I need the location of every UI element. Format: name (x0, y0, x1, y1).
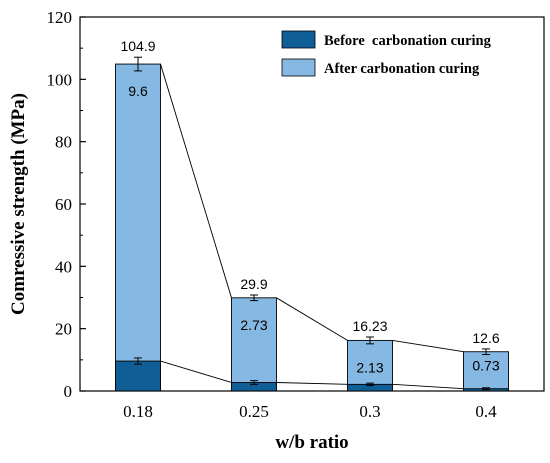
y-tick-label: 0 (64, 382, 73, 401)
error-bars (134, 56, 490, 391)
data-label-before: 0.73 (472, 358, 499, 374)
x-tick-label: 0.18 (123, 402, 153, 421)
y-tick-label: 120 (47, 8, 73, 27)
legend-swatch-after (281, 58, 316, 77)
trend-line-after (392, 339, 464, 353)
trend-line-before (276, 382, 348, 385)
bar-after-carbonation (231, 297, 277, 392)
data-label-after: 12.6 (472, 330, 499, 346)
x-tick-label: 0.3 (359, 402, 380, 421)
bar-after-carbonation (115, 63, 161, 392)
x-axis: 0.18 0.25 0.3 0.4 (123, 385, 497, 421)
trend-lines (160, 63, 464, 390)
data-label-after: 16.23 (352, 318, 387, 334)
y-tick-label: 100 (47, 70, 73, 89)
x-tick-label: 0.25 (239, 402, 269, 421)
bar-before-carbonation (115, 360, 161, 392)
legend-label-before: Before carbonation curing (324, 33, 492, 49)
y-tick-label: 40 (55, 257, 72, 276)
legend: Before carbonation curing After carbonat… (281, 30, 492, 77)
data-labels: 9.6 2.73 2.13 0.73 104.9 29.9 16.23 12.6 (120, 38, 499, 375)
data-label-before: 2.73 (240, 317, 267, 333)
y-tick-label: 80 (55, 133, 72, 152)
trend-line-after (276, 297, 348, 341)
bars (115, 63, 509, 392)
y-tick-label: 60 (55, 195, 72, 214)
legend-label-after: After carbonation curing (324, 61, 480, 77)
x-axis-title: w/b ratio (275, 432, 348, 453)
y-axis-title: Comressive strength (MPa) (8, 93, 29, 315)
y-tick-label: 20 (55, 320, 72, 339)
y-axis: 0 20 40 60 80 100 120 (47, 8, 86, 401)
trend-line-before (160, 360, 232, 383)
x-tick-label: 0.4 (475, 402, 497, 421)
legend-swatch-before (281, 30, 316, 49)
data-label-before: 9.6 (128, 83, 148, 99)
trend-line-before (392, 383, 464, 390)
data-label-after: 104.9 (120, 38, 155, 54)
trend-line-after (160, 63, 232, 298)
data-label-before: 2.13 (356, 359, 383, 375)
data-label-after: 29.9 (240, 276, 267, 292)
